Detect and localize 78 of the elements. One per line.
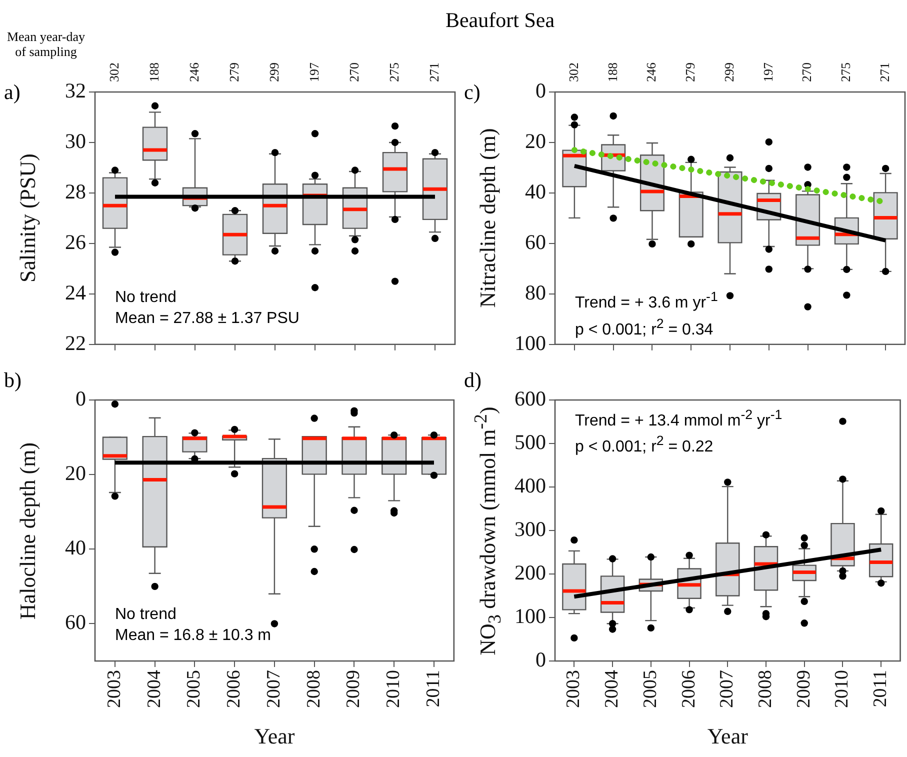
y-tick-label: 80: [525, 280, 546, 304]
x-tick-label: 2011: [870, 670, 892, 708]
text: 271: [876, 62, 892, 82]
text: 279: [682, 62, 698, 82]
text: 299: [266, 62, 282, 82]
y-tick-label: 32: [65, 78, 86, 103]
y-tick-label: 300: [514, 517, 546, 542]
x-tick-label: 2004: [144, 670, 165, 708]
text: 188: [146, 62, 162, 82]
text: 197: [306, 62, 322, 82]
annotation: No trend: [115, 605, 178, 625]
y-axis-title: Halocline depth (m): [15, 442, 41, 620]
x-tick-label: 2005: [184, 670, 205, 708]
text: d): [464, 368, 482, 393]
text: 299: [721, 62, 736, 82]
x-tick-label: 2010: [383, 670, 404, 708]
y-axis-title: Nitracline depth (m): [475, 128, 501, 308]
y-tick-label: 40: [65, 536, 86, 560]
y-tick-label: 200: [514, 560, 546, 585]
text: 270: [346, 62, 362, 82]
y-axis-title: Salinity (PSU): [15, 154, 41, 283]
x-axis-title: Year: [707, 724, 749, 749]
y-tick-label: 60: [525, 230, 546, 254]
x-tick-label: 2006: [224, 670, 245, 708]
text: 246: [186, 62, 202, 82]
y-tick-label: 22: [65, 330, 86, 355]
y-tick-label: 100: [514, 604, 546, 628]
annotation: Mean = 27.88 ± 1.37 PSU: [115, 309, 300, 330]
y-tick-label: 0: [76, 386, 86, 411]
annotation: No trend: [115, 288, 178, 308]
y-tick-label: 40: [525, 179, 546, 204]
y-tick-label: 26: [65, 230, 86, 254]
text: b): [4, 368, 22, 393]
y-tick-label: 100: [514, 330, 546, 355]
x-tick-label: 2004: [602, 670, 623, 708]
y-tick-label: 30: [65, 128, 86, 153]
x-tick-label: 2005: [640, 670, 661, 708]
x-tick-label: 2008: [303, 670, 324, 708]
text: 279: [226, 62, 242, 82]
text: 275: [386, 62, 402, 82]
y-tick-label: 20: [525, 128, 546, 153]
text: 302: [566, 62, 581, 82]
x-tick-label: 2007: [716, 670, 738, 708]
annotation: p < 0.001; r$^{2}$ = 0.22: [575, 432, 714, 458]
text: 271: [426, 62, 442, 82]
text: 270: [799, 62, 814, 82]
text: 275: [838, 62, 854, 82]
y-tick-label: 0: [536, 648, 546, 672]
text: 246: [644, 62, 659, 82]
x-tick-label: 2003: [104, 670, 125, 708]
y-tick-label: 60: [65, 610, 86, 634]
annotation: p < 0.001; r$^{2}$ = 0.34: [575, 314, 714, 340]
y-tick-label: 28: [65, 179, 86, 204]
annotation: Trend = + 13.4 mmol m$^{-2}$ yr$^{-1}$: [575, 406, 782, 432]
text: a): [4, 80, 20, 105]
x-tick-label: 2009: [343, 670, 364, 708]
x2-axis-title: Mean year-day of sampling: [6, 29, 86, 60]
y-tick-label: 20: [65, 461, 86, 486]
x-tick-label: 2008: [754, 670, 776, 708]
y-tick-label: 400: [514, 474, 546, 498]
annotation: Mean = 16.8 ± 10.3 m: [115, 626, 271, 646]
x-axis-title: Year: [254, 724, 296, 749]
x-tick-label: 2011: [422, 670, 444, 708]
x-tick-label: 2003: [563, 670, 584, 708]
x-tick-label: 2009: [793, 670, 814, 708]
text: 188: [604, 62, 620, 82]
text: 302: [106, 62, 122, 82]
x-tick-label: 2007: [263, 670, 284, 708]
y-tick-label: 500: [514, 430, 546, 454]
y-tick-label: 24: [65, 280, 86, 304]
x-tick-label: 2010: [832, 670, 853, 708]
text: Beaufort Sea: [444, 8, 556, 33]
y-tick-label: 0: [536, 78, 546, 103]
x-tick-label: 2006: [678, 670, 700, 708]
y-tick-label: 600: [514, 386, 546, 411]
text: c): [464, 80, 480, 105]
annotation: Trend = + 3.6 m yr$^{-1}$: [575, 288, 718, 314]
text: 197: [760, 62, 776, 82]
